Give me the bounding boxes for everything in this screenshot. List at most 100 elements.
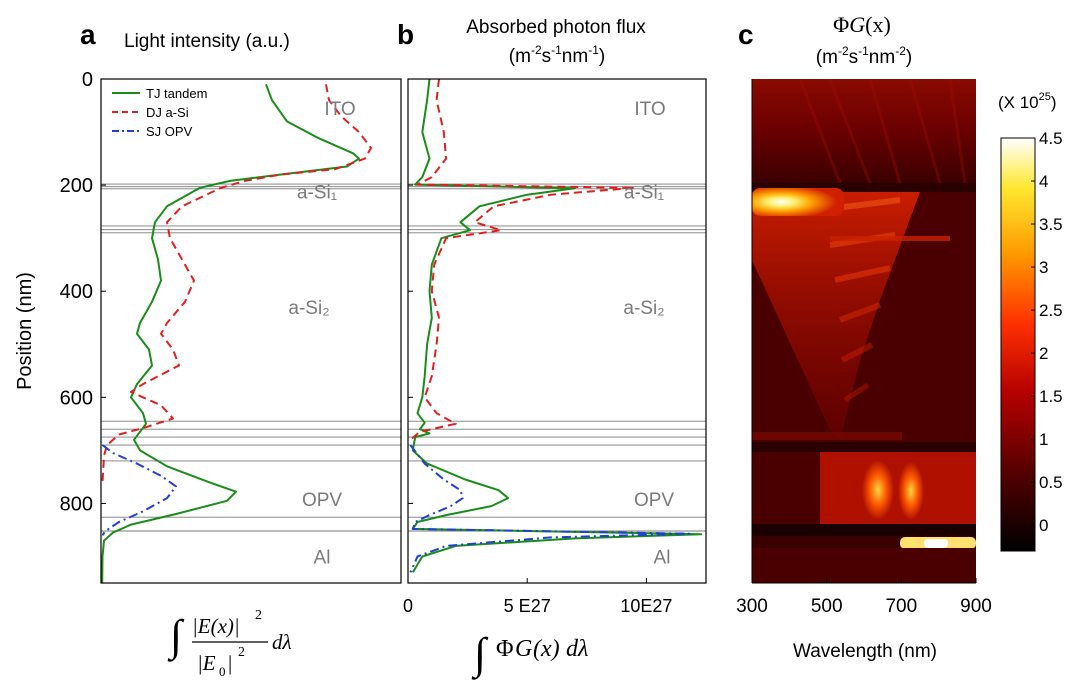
legend: TJ tandem DJ a-Si SJ OPV [112, 86, 207, 139]
legend-label-sj: SJ OPV [146, 124, 193, 139]
series-line-b-1 [409, 79, 636, 441]
g-b: G [515, 636, 532, 662]
layer-label-b: ITO [634, 99, 665, 120]
heatmap-bottom [752, 548, 976, 583]
series-line-b-2 [409, 444, 691, 573]
layer-labels-a: ITO a-Si₁ a-Si₂ OPV Al [288, 99, 355, 568]
series-line-a-2 [101, 444, 177, 536]
y-tick-label: 0 [82, 69, 93, 91]
panel-a-title: Light intensity (a.u.) [124, 31, 290, 52]
colorbar-gradient [1000, 137, 1036, 552]
colorbar-tick-label: 1 [1039, 430, 1048, 449]
panel-a: a Light intensity (a.u.) Position (nm) 0… [14, 19, 402, 679]
y-tick-marks-b [408, 78, 413, 504]
x-tick-label: 900 [960, 596, 992, 617]
colorbar-tick-label: 4.5 [1039, 129, 1063, 148]
colorbar-tick-label: 1.5 [1039, 387, 1063, 406]
y-axis-label: Position (nm) [14, 272, 36, 390]
d-lambda-a: dλ [272, 630, 292, 654]
panel-b-letter: b [397, 19, 414, 50]
heatmap-al-peak [924, 539, 948, 548]
x-axis-label-c: Wavelength (nm) [793, 641, 937, 662]
layer-label-b: Al [654, 547, 671, 568]
y-tick-labels: 0 200 400 600 800 [60, 69, 93, 515]
layer-label-a: OPV [302, 490, 342, 511]
series-line-a-1 [101, 84, 372, 483]
panel-c: c ΦG(x) (m-2s-1nm-2) [736, 12, 1062, 662]
colorbar-tick-label: 2.5 [1039, 301, 1063, 320]
panel-a-letter: a [80, 19, 96, 50]
x-tick-label: 0 [403, 596, 413, 616]
interface-lines-b [408, 183, 706, 532]
y-tick-marks [101, 78, 106, 504]
panel-b-frame [407, 78, 707, 584]
colorbar: (X 1025) 0 0.5 1 1.5 2 2.5 3 3.5 4 4.5 [998, 91, 1063, 552]
numerator-a: |E(x)| [192, 614, 240, 638]
layer-label-a: a-Si₁ [297, 182, 337, 203]
colorbar-multiplier: (X 1025) [998, 91, 1057, 112]
layer-label-b: a-Si₂ [623, 298, 664, 319]
heatmap-secondary-band [830, 236, 950, 241]
x-tick-label: 300 [736, 596, 768, 617]
y-tick-label: 400 [60, 281, 93, 303]
denominator-exp-a: 2 [238, 645, 245, 660]
panel-c-letter: c [738, 19, 754, 50]
colorbar-tick-label: 3.5 [1039, 215, 1063, 234]
y-tick-label: 600 [60, 387, 93, 409]
colorbar-tick-label: 0.5 [1039, 473, 1063, 492]
heatmap-hot-band [752, 188, 844, 216]
layer-label-b: OPV [634, 490, 674, 511]
x-ticks-b: 0 5 E27 10E27 [403, 578, 672, 616]
phi-b: Φ [496, 636, 514, 662]
layer-label-a: ITO [324, 99, 355, 120]
heatmap-ito-region [752, 79, 976, 183]
colorbar-tick-label: 0 [1039, 516, 1048, 535]
colorbar-tick-label: 3 [1039, 258, 1048, 277]
panel-a-frame [100, 78, 402, 584]
denominator-sub-a: 0 [219, 664, 226, 679]
x-axis-label-a: ∫ |E(x)| 2 |E 0 | 2 dλ [167, 608, 292, 679]
layer-label-a: Al [314, 547, 331, 568]
x-tick-label: 5 E27 [504, 596, 551, 616]
heatmap-interface-band [752, 183, 976, 192]
y-tick-label: 200 [60, 175, 93, 197]
colorbar-ticks: 0 0.5 1 1.5 2 2.5 3 3.5 4 4.5 [1031, 129, 1063, 535]
x-b: (x) [533, 636, 560, 662]
heatmap-lower-band [752, 432, 902, 440]
heatmap-ito-fringes [798, 79, 967, 184]
y-tick-label: 800 [60, 493, 93, 515]
integral-sign-a: ∫ [167, 611, 185, 662]
interface-lines-a [101, 183, 401, 532]
heatmap-gap [752, 442, 976, 452]
layer-labels-b: ITO a-Si₁ a-Si₂ OPV Al [623, 99, 674, 568]
layer-label-b: a-Si₁ [624, 182, 664, 203]
d-lambda-b: dλ [566, 636, 588, 662]
panel-b-units: (m-2s-1nm-1) [509, 43, 605, 67]
numerator-exp-a: 2 [255, 608, 262, 623]
panel-b-title: Absorbed photon flux [466, 17, 646, 38]
colorbar-tick-label: 2 [1039, 344, 1048, 363]
series-line-a-0 [101, 83, 360, 583]
x-ticks-c: 300 500 700 900 [736, 578, 992, 617]
series-a [101, 83, 372, 583]
legend-label-tj: TJ tandem [146, 86, 207, 101]
x-tick-label: 500 [811, 596, 843, 617]
x-tick-label: 10E27 [620, 596, 672, 616]
colorbar-tick-label: 4 [1039, 172, 1048, 191]
panel-b: b Absorbed photon flux (m-2s-1nm-1) 0 5 E… [397, 17, 707, 680]
denominator-tail-a: | [228, 651, 232, 675]
x-axis-label-b: ∫ Φ G (x) dλ [471, 629, 588, 680]
series-b [409, 79, 703, 573]
heatmap-absorption-wedge [752, 192, 920, 440]
heatmap-opv-hotspot-1 [862, 460, 894, 520]
denominator-a: |E [197, 651, 216, 675]
heatmap [752, 79, 976, 583]
x-tick-label: 700 [885, 596, 917, 617]
heatmap-dark-band [752, 524, 976, 536]
panel-c-title: ΦG(x) [833, 12, 891, 37]
panel-c-units: (m-2s-1nm-2) [816, 44, 912, 68]
heatmap-opv-hotspot-2 [898, 462, 924, 520]
legend-label-dj: DJ a-Si [146, 105, 189, 120]
layer-label-a: a-Si₂ [288, 298, 329, 319]
